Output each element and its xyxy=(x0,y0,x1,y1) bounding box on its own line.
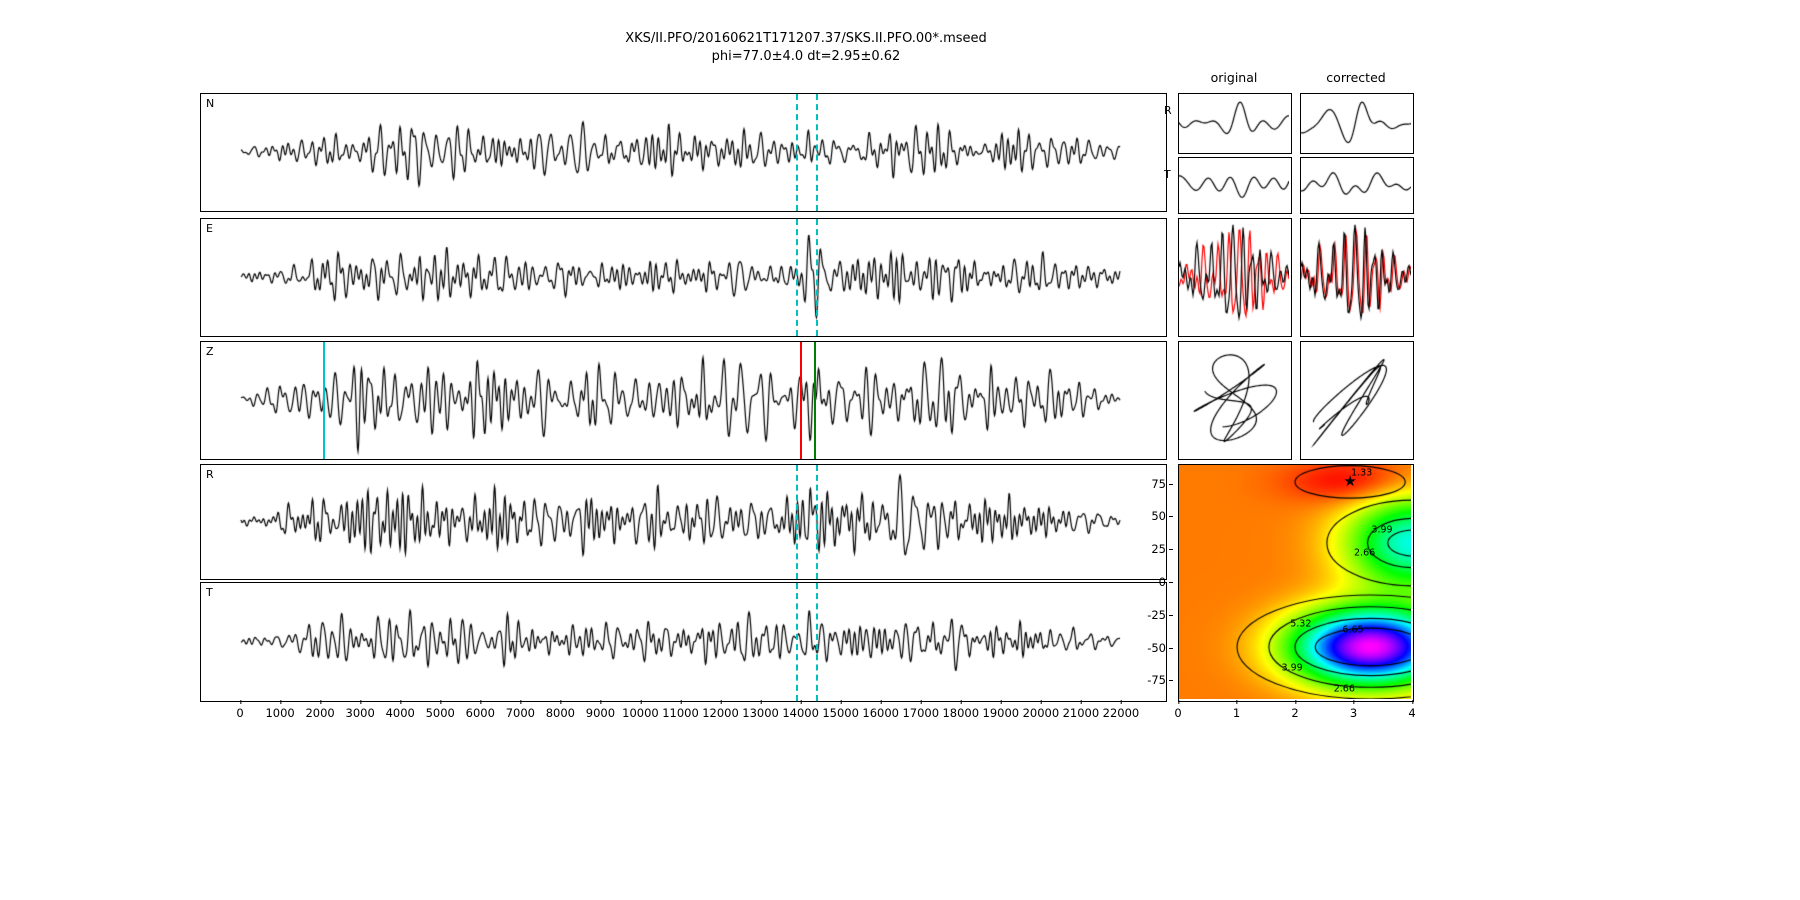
window-end-line xyxy=(816,583,819,701)
title-line2: phi=77.0±4.0 dt=2.95±0.62 xyxy=(711,49,901,64)
fast-slow-overlay-corrected xyxy=(1300,218,1414,337)
panel-label-r: R xyxy=(206,468,214,481)
column-header-original: original xyxy=(1210,70,1258,85)
window-trace-r-corrected xyxy=(1300,93,1414,154)
time-tick-label: 20000 xyxy=(1022,700,1060,720)
pick-line-red xyxy=(800,342,803,459)
waveform-panel-t: T xyxy=(200,582,1167,702)
window-end-line xyxy=(816,465,819,579)
contour-label: 2.66 xyxy=(1354,547,1376,559)
window-start-line xyxy=(796,465,799,579)
surface-x-tick-label: 4 xyxy=(1408,700,1416,720)
contour-label: 1.33 xyxy=(1351,467,1373,479)
error-surface-map: 1.33 3.99 2.66 5.32 6.65 3.99 2.66 ★ xyxy=(1178,464,1414,702)
surface-y-tick-label: 25 xyxy=(1151,542,1173,557)
e-waveform-canvas xyxy=(201,219,1164,334)
particle-motion-original-canvas xyxy=(1179,342,1289,457)
overlay-original-canvas xyxy=(1179,219,1289,334)
pick-line-green xyxy=(814,342,817,459)
time-tick-label: 10000 xyxy=(622,700,659,720)
r-corrected-canvas xyxy=(1301,94,1411,151)
waveform-panel-n: N xyxy=(200,93,1167,212)
z-waveform-canvas xyxy=(201,342,1164,457)
contour-label: 3.99 xyxy=(1281,662,1303,674)
particle-motion-original xyxy=(1178,341,1292,460)
window-end-line xyxy=(816,219,819,336)
row-label-r: R xyxy=(1164,104,1172,117)
contour-label: 3.99 xyxy=(1371,524,1393,536)
surface-x-tick-label: 0 xyxy=(1174,700,1182,720)
time-tick-label: 17000 xyxy=(902,700,940,720)
surface-x-axis-ticks: 0 1 2 3 4 xyxy=(1174,700,1416,722)
error-surface-canvas xyxy=(1179,465,1411,699)
surface-x-tick-label: 1 xyxy=(1232,700,1241,720)
r-waveform-canvas xyxy=(201,465,1164,577)
waveform-panel-e: E xyxy=(200,218,1167,337)
time-tick-label: 9000 xyxy=(585,700,616,720)
time-tick-label: 1000 xyxy=(265,700,295,720)
n-waveform-canvas xyxy=(201,94,1164,209)
row-label-t: T xyxy=(1164,168,1171,181)
surface-x-tick-label: 2 xyxy=(1291,700,1299,720)
surface-y-tick-label: -75 xyxy=(1147,673,1173,688)
window-trace-t-corrected xyxy=(1300,157,1414,214)
r-original-canvas xyxy=(1179,94,1289,151)
column-header-corrected: corrected xyxy=(1326,70,1386,85)
time-tick-label: 11000 xyxy=(662,700,699,720)
contour-label: 5.32 xyxy=(1290,618,1312,630)
surface-y-tick-label: 50 xyxy=(1151,509,1173,524)
surface-y-tick-label: -50 xyxy=(1147,640,1173,655)
surface-x-tick-label: 3 xyxy=(1349,700,1358,720)
time-tick-label: 18000 xyxy=(942,700,980,720)
overlay-corrected-canvas xyxy=(1301,219,1411,334)
panel-label-e: E xyxy=(206,222,213,235)
time-tick-label: 7000 xyxy=(505,700,535,720)
best-solution-star: ★ xyxy=(1343,471,1357,490)
time-tick-label: 0 xyxy=(236,700,244,720)
time-tick-label: 8000 xyxy=(545,700,575,720)
surface-y-tick-label: 0 xyxy=(1158,575,1174,589)
window-trace-r-original xyxy=(1178,93,1292,154)
panel-label-n: N xyxy=(206,97,215,110)
surface-y-axis-ticks: 75 50 25 0 -25 -50 -75 xyxy=(1118,464,1174,700)
time-axis-ticks: 0 1000 2000 3000 4000 5000 6000 7000 8000 9000 100… xyxy=(200,700,1165,722)
time-tick-label: 15000 xyxy=(822,700,859,720)
window-start-line xyxy=(796,219,799,336)
time-tick-label: 6000 xyxy=(465,700,495,720)
particle-motion-corrected xyxy=(1300,341,1414,460)
time-tick-label: 19000 xyxy=(982,700,1020,720)
time-tick-label: 12000 xyxy=(702,700,739,720)
waveform-panel-r: R xyxy=(200,464,1167,580)
t-waveform-canvas xyxy=(201,583,1164,699)
contour-label: 2.66 xyxy=(1333,683,1355,695)
waveform-panel-z: Z xyxy=(200,341,1167,460)
time-tick-label: 5000 xyxy=(425,700,455,720)
time-tick-label: 4000 xyxy=(385,700,415,720)
window-start-line xyxy=(796,583,799,701)
time-tick-label: 13000 xyxy=(742,700,779,720)
title-line1: XKS/II.PFO/20160621T171207.37/SKS.II.PFO… xyxy=(625,31,987,46)
pick-line-cyan xyxy=(322,342,325,459)
t-corrected-canvas xyxy=(1301,158,1411,211)
surface-y-tick-label: -25 xyxy=(1147,607,1173,622)
window-end-line xyxy=(816,94,819,211)
surface-y-tick-label: 75 xyxy=(1151,476,1173,491)
t-original-canvas xyxy=(1179,158,1289,211)
contour-label: 6.65 xyxy=(1342,624,1364,636)
window-trace-t-original xyxy=(1178,157,1292,214)
time-tick-label: 3000 xyxy=(345,700,375,720)
figure-title: XKS/II.PFO/20160621T171207.37/SKS.II.PFO… xyxy=(200,30,1412,66)
panel-label-t: T xyxy=(206,586,213,599)
window-start-line xyxy=(796,94,799,211)
time-tick-label: 16000 xyxy=(862,700,899,720)
particle-motion-corrected-canvas xyxy=(1301,342,1411,457)
panel-label-z: Z xyxy=(206,345,214,358)
time-tick-label: 14000 xyxy=(782,700,819,720)
time-tick-label: 2000 xyxy=(305,700,335,720)
time-tick-label: 22000 xyxy=(1102,700,1140,720)
fast-slow-overlay-original xyxy=(1178,218,1292,337)
time-tick-label: 21000 xyxy=(1062,700,1100,720)
